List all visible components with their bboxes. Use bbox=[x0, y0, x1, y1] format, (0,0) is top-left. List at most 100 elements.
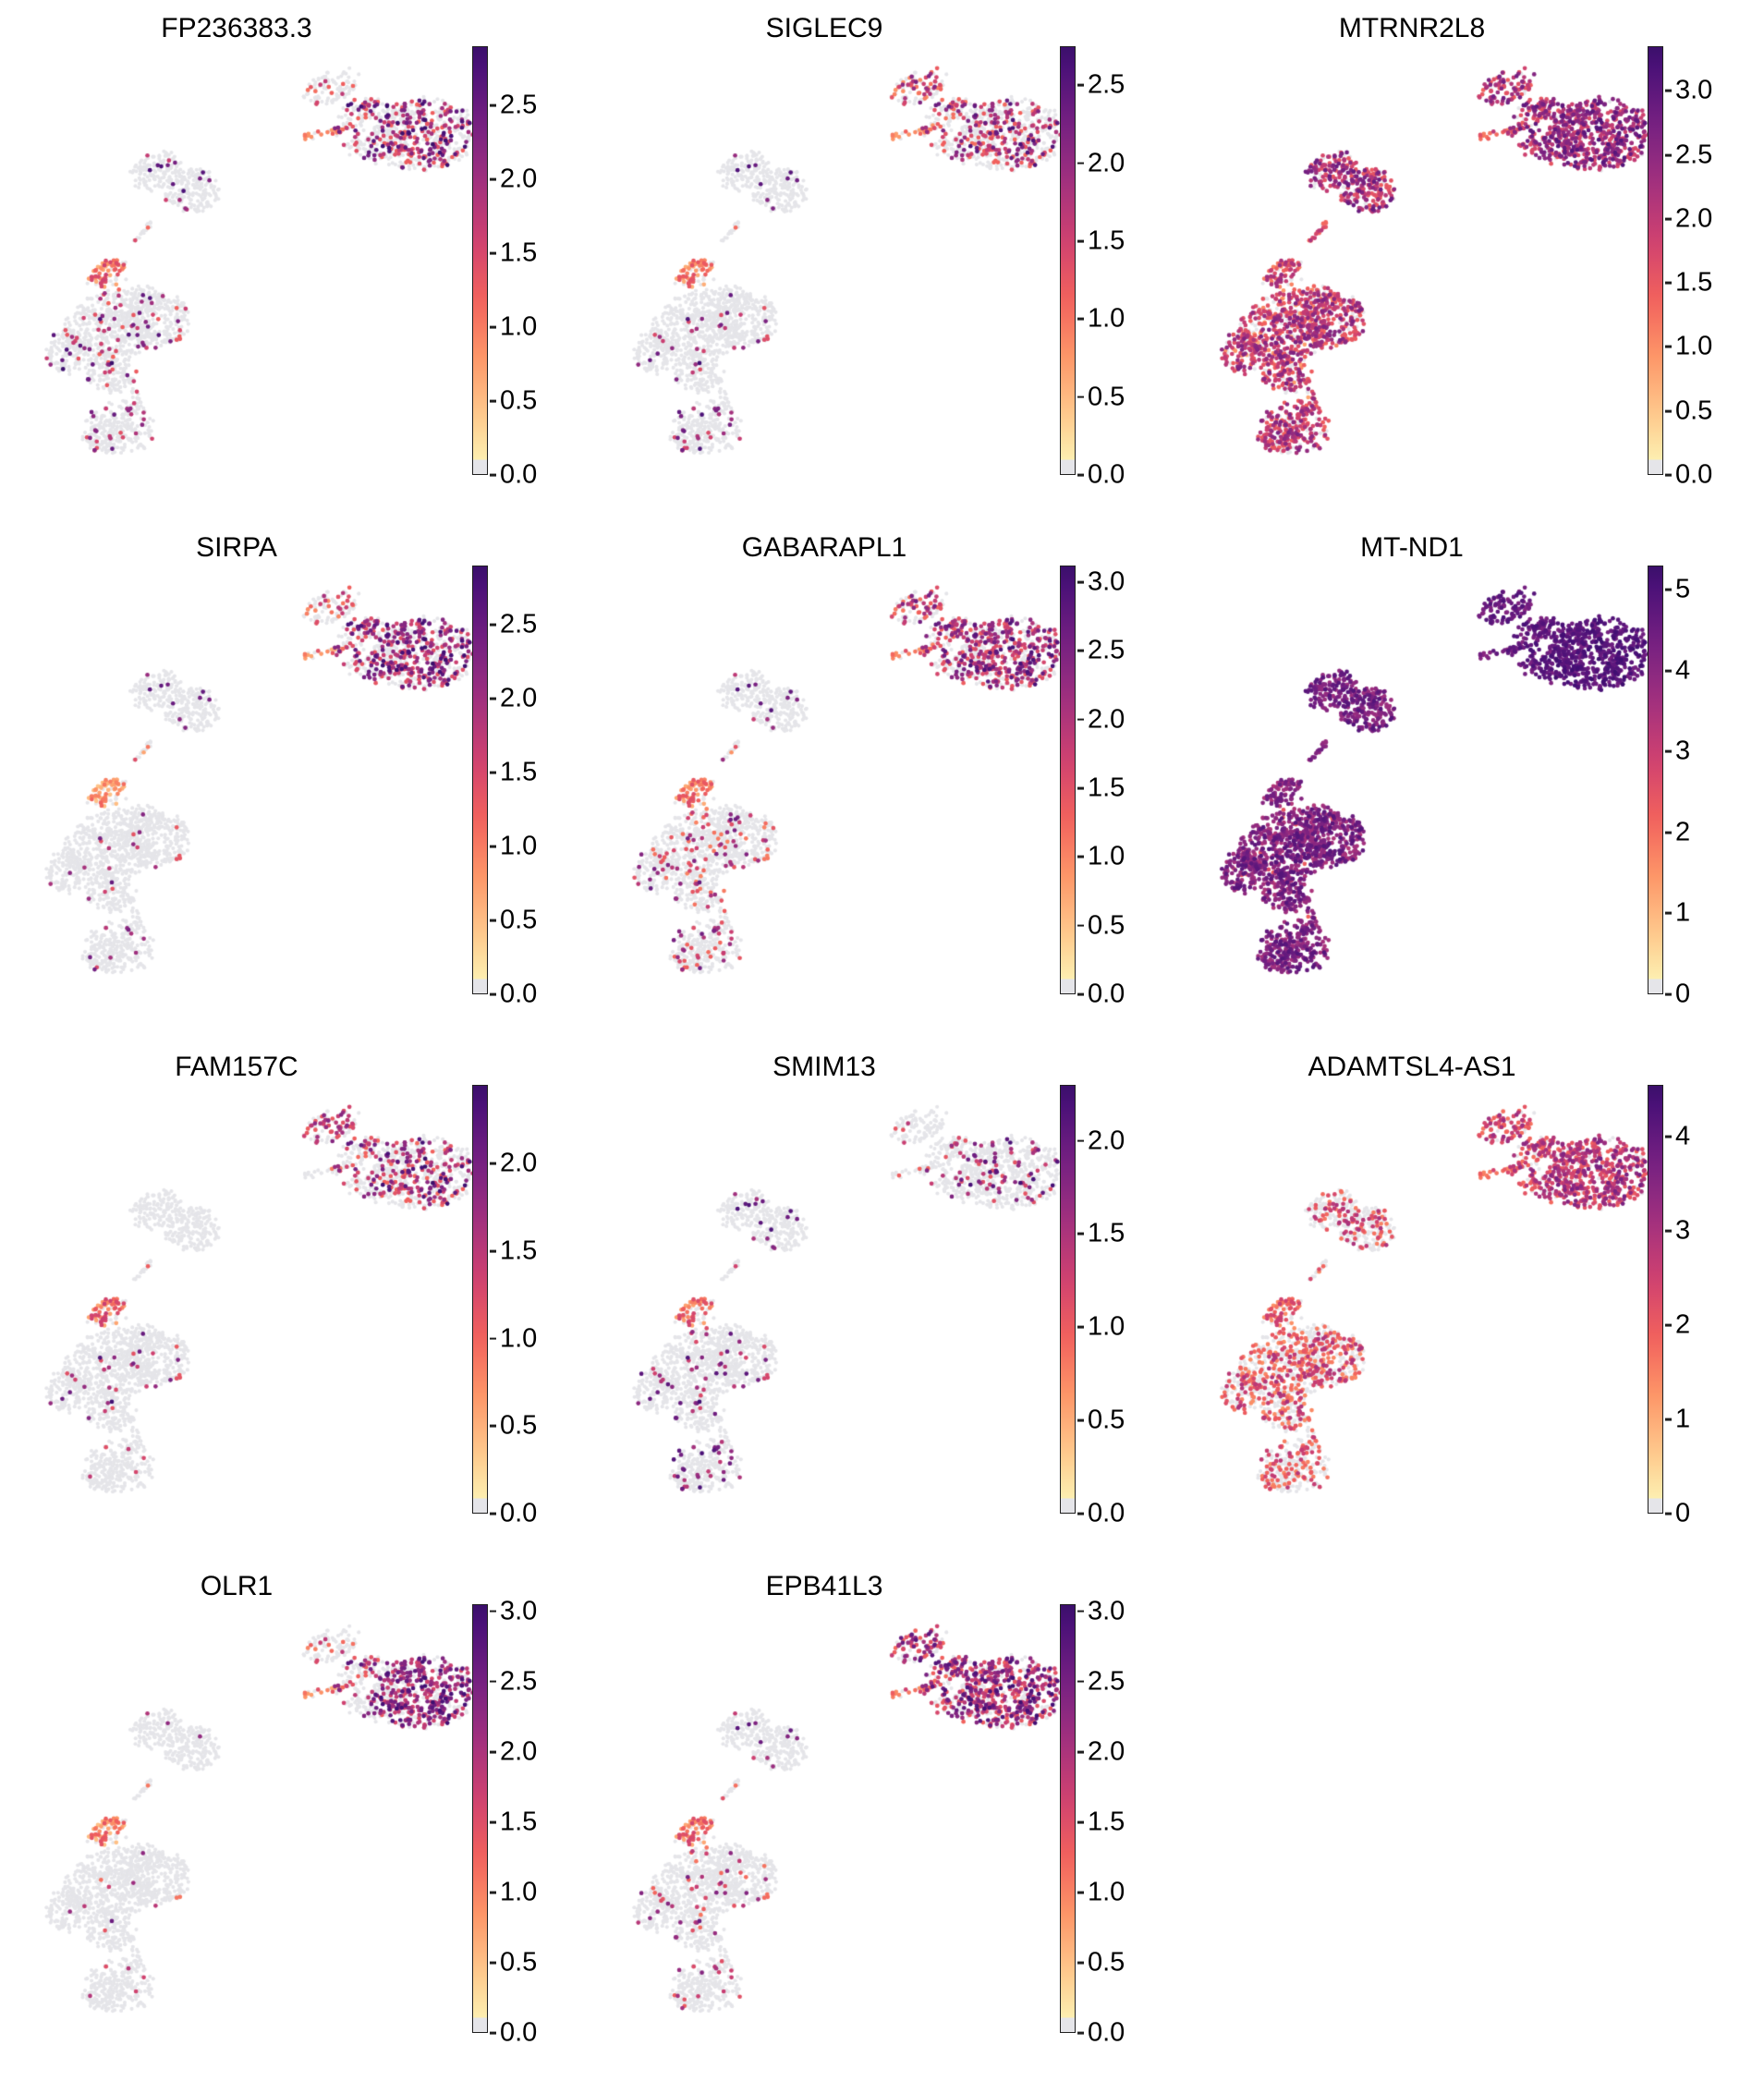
colorbar-tick-label: 1.0 bbox=[500, 1323, 538, 1354]
colorbar-tick-mark bbox=[490, 1820, 496, 1824]
colorbar-tick-label: 1.0 bbox=[1088, 1877, 1125, 1907]
colorbar-gradient bbox=[1648, 46, 1663, 475]
umap-scatter-canvas bbox=[24, 46, 486, 481]
colorbar-tick-label: 1.5 bbox=[1088, 773, 1125, 803]
panel-title: MTRNR2L8 bbox=[1338, 13, 1486, 43]
colorbar: 0.0 0.5 1.0 1.5 2.0 2.5 3.0 bbox=[1060, 566, 1125, 1007]
colorbar-tick-mark bbox=[1077, 396, 1084, 399]
colorbar-gradient bbox=[472, 46, 488, 475]
colorbar-tick-mark bbox=[490, 251, 496, 255]
colorbar-tick-label: 0.5 bbox=[500, 1410, 538, 1441]
colorbar-tick-label: 2.0 bbox=[500, 683, 538, 713]
colorbar: 0.0 0.5 1.0 1.5 2.0 2.5 bbox=[472, 46, 537, 488]
colorbar-tick-label: 0.0 bbox=[500, 459, 538, 490]
colorbar-tick-mark bbox=[490, 103, 496, 107]
colorbar-tick-mark bbox=[1077, 1232, 1084, 1235]
panel-title: ADAMTSL4-AS1 bbox=[1308, 1052, 1516, 1082]
panel-title: GABARAPL1 bbox=[741, 532, 907, 563]
umap-scatter-canvas bbox=[1199, 566, 1661, 1000]
colorbar-tick-label: 1.0 bbox=[500, 1877, 538, 1907]
colorbar-tick-label: 3 bbox=[1675, 1215, 1691, 1246]
colorbar-tick-mark bbox=[1665, 153, 1672, 157]
colorbar-tick-label: 0.5 bbox=[500, 1947, 538, 1978]
colorbar-tick-label: 2.0 bbox=[1088, 1126, 1125, 1156]
colorbar-tick-label: 2.5 bbox=[1088, 1666, 1125, 1697]
colorbar-tick-label: 2 bbox=[1675, 1309, 1691, 1340]
umap-panel: ADAMTSL4-AS1 0 1 2 3 4 bbox=[1175, 1042, 1763, 1562]
colorbar-tick-label: 4 bbox=[1675, 1121, 1691, 1151]
colorbar-tick-label: 2.5 bbox=[500, 90, 538, 120]
colorbar-tick-mark bbox=[1077, 2031, 1084, 2035]
colorbar-gradient bbox=[1060, 46, 1076, 475]
colorbar-tick-mark bbox=[1077, 1891, 1084, 1894]
colorbar-tick-label: 1.5 bbox=[1088, 225, 1125, 256]
colorbar-tick-label: 1 bbox=[1675, 897, 1691, 928]
colorbar-tick-label: 2.0 bbox=[500, 164, 538, 194]
colorbar-tick-label: 3.0 bbox=[1088, 1596, 1125, 1626]
colorbar-tick-mark bbox=[1665, 1512, 1672, 1515]
colorbar-gradient bbox=[472, 1085, 488, 1514]
colorbar-tick-label: 1.5 bbox=[1675, 267, 1713, 298]
colorbar: 0.0 0.5 1.0 1.5 2.0 bbox=[472, 1085, 537, 1527]
colorbar-tick-label: 0.0 bbox=[500, 2017, 538, 2048]
colorbar-tick-label: 2.0 bbox=[500, 1736, 538, 1767]
colorbar-tick-mark bbox=[1665, 217, 1672, 221]
colorbar-tick-label: 2.5 bbox=[500, 609, 538, 639]
colorbar-tick-mark bbox=[1077, 317, 1084, 321]
colorbar: 0 1 2 3 4 5 bbox=[1648, 566, 1690, 1007]
colorbar-tick-label: 2.5 bbox=[1675, 140, 1713, 170]
colorbar-tick-mark bbox=[490, 2031, 496, 2035]
colorbar-tick-label: 0.5 bbox=[1088, 1947, 1125, 1978]
panel-title: FP236383.3 bbox=[161, 13, 312, 43]
colorbar-gradient bbox=[1060, 566, 1076, 994]
colorbar-tick-mark bbox=[1077, 1961, 1084, 1965]
colorbar-tick-mark bbox=[490, 1961, 496, 1965]
umap-scatter-canvas bbox=[24, 1604, 486, 2038]
colorbar-tick-mark bbox=[490, 1750, 496, 1754]
colorbar-tick-mark bbox=[1665, 669, 1672, 673]
colorbar: 0.0 0.5 1.0 1.5 2.0 2.5 3.0 bbox=[1648, 46, 1712, 488]
colorbar-tick-label: 1.5 bbox=[1088, 1807, 1125, 1837]
colorbar-tick-mark bbox=[1665, 409, 1672, 413]
colorbar-tick-mark bbox=[1077, 1418, 1084, 1422]
colorbar-tick-mark bbox=[490, 697, 496, 700]
colorbar-gradient bbox=[472, 566, 488, 994]
colorbar-tick-label: 0.0 bbox=[1088, 979, 1125, 1009]
umap-scatter-canvas bbox=[612, 1085, 1074, 1519]
umap-scatter-canvas bbox=[612, 1604, 1074, 2038]
colorbar-tick-mark bbox=[1665, 992, 1672, 996]
colorbar-tick-mark bbox=[1077, 1820, 1084, 1824]
colorbar-tick-label: 1.5 bbox=[500, 237, 538, 268]
colorbar-tick-mark bbox=[490, 1891, 496, 1894]
colorbar-tick-label: 0.0 bbox=[500, 979, 538, 1009]
colorbar-tick-mark bbox=[1077, 649, 1084, 652]
colorbar-tick-mark bbox=[1665, 281, 1672, 285]
colorbar-tick-label: 0.5 bbox=[1675, 396, 1713, 426]
colorbar-tick-label: 0 bbox=[1675, 979, 1691, 1009]
colorbar-tick-label: 0 bbox=[1675, 1498, 1691, 1528]
colorbar-tick-label: 2.5 bbox=[1088, 635, 1125, 665]
colorbar-tick-mark bbox=[1077, 83, 1084, 87]
colorbar-tick-label: 1.5 bbox=[1088, 1218, 1125, 1248]
colorbar-tick-mark bbox=[490, 177, 496, 181]
colorbar-tick-mark bbox=[1665, 346, 1672, 348]
colorbar-tick-label: 3.0 bbox=[1088, 566, 1125, 597]
umap-panel: MT-ND1 0 1 2 3 4 5 bbox=[1175, 523, 1763, 1042]
colorbar: 0 1 2 3 4 bbox=[1648, 1085, 1690, 1527]
umap-panel: SIGLEC9 0.0 0.5 1.0 1.5 2.0 2.5 bbox=[588, 4, 1175, 523]
colorbar-tick-mark bbox=[490, 623, 496, 627]
colorbar-tick-mark bbox=[1665, 1323, 1672, 1327]
panel-title: SIRPA bbox=[196, 532, 277, 563]
colorbar-gradient bbox=[1060, 1604, 1076, 2033]
colorbar-tick-label: 0.0 bbox=[1088, 2017, 1125, 2048]
colorbar-tick-label: 0.0 bbox=[1088, 1498, 1125, 1528]
umap-panel: EPB41L3 0.0 0.5 1.0 1.5 2.0 2.5 3.0 bbox=[588, 1562, 1175, 2081]
colorbar-tick-mark bbox=[490, 1610, 496, 1612]
colorbar: 0.0 0.5 1.0 1.5 2.0 2.5 bbox=[1060, 46, 1125, 488]
umap-panel: GABARAPL1 0.0 0.5 1.0 1.5 2.0 2.5 3.0 bbox=[588, 523, 1175, 1042]
colorbar-tick-label: 2.0 bbox=[1088, 704, 1125, 735]
colorbar-tick-mark bbox=[1665, 588, 1672, 591]
colorbar-tick-mark bbox=[1077, 1325, 1084, 1329]
umap-scatter-canvas bbox=[612, 566, 1074, 1000]
